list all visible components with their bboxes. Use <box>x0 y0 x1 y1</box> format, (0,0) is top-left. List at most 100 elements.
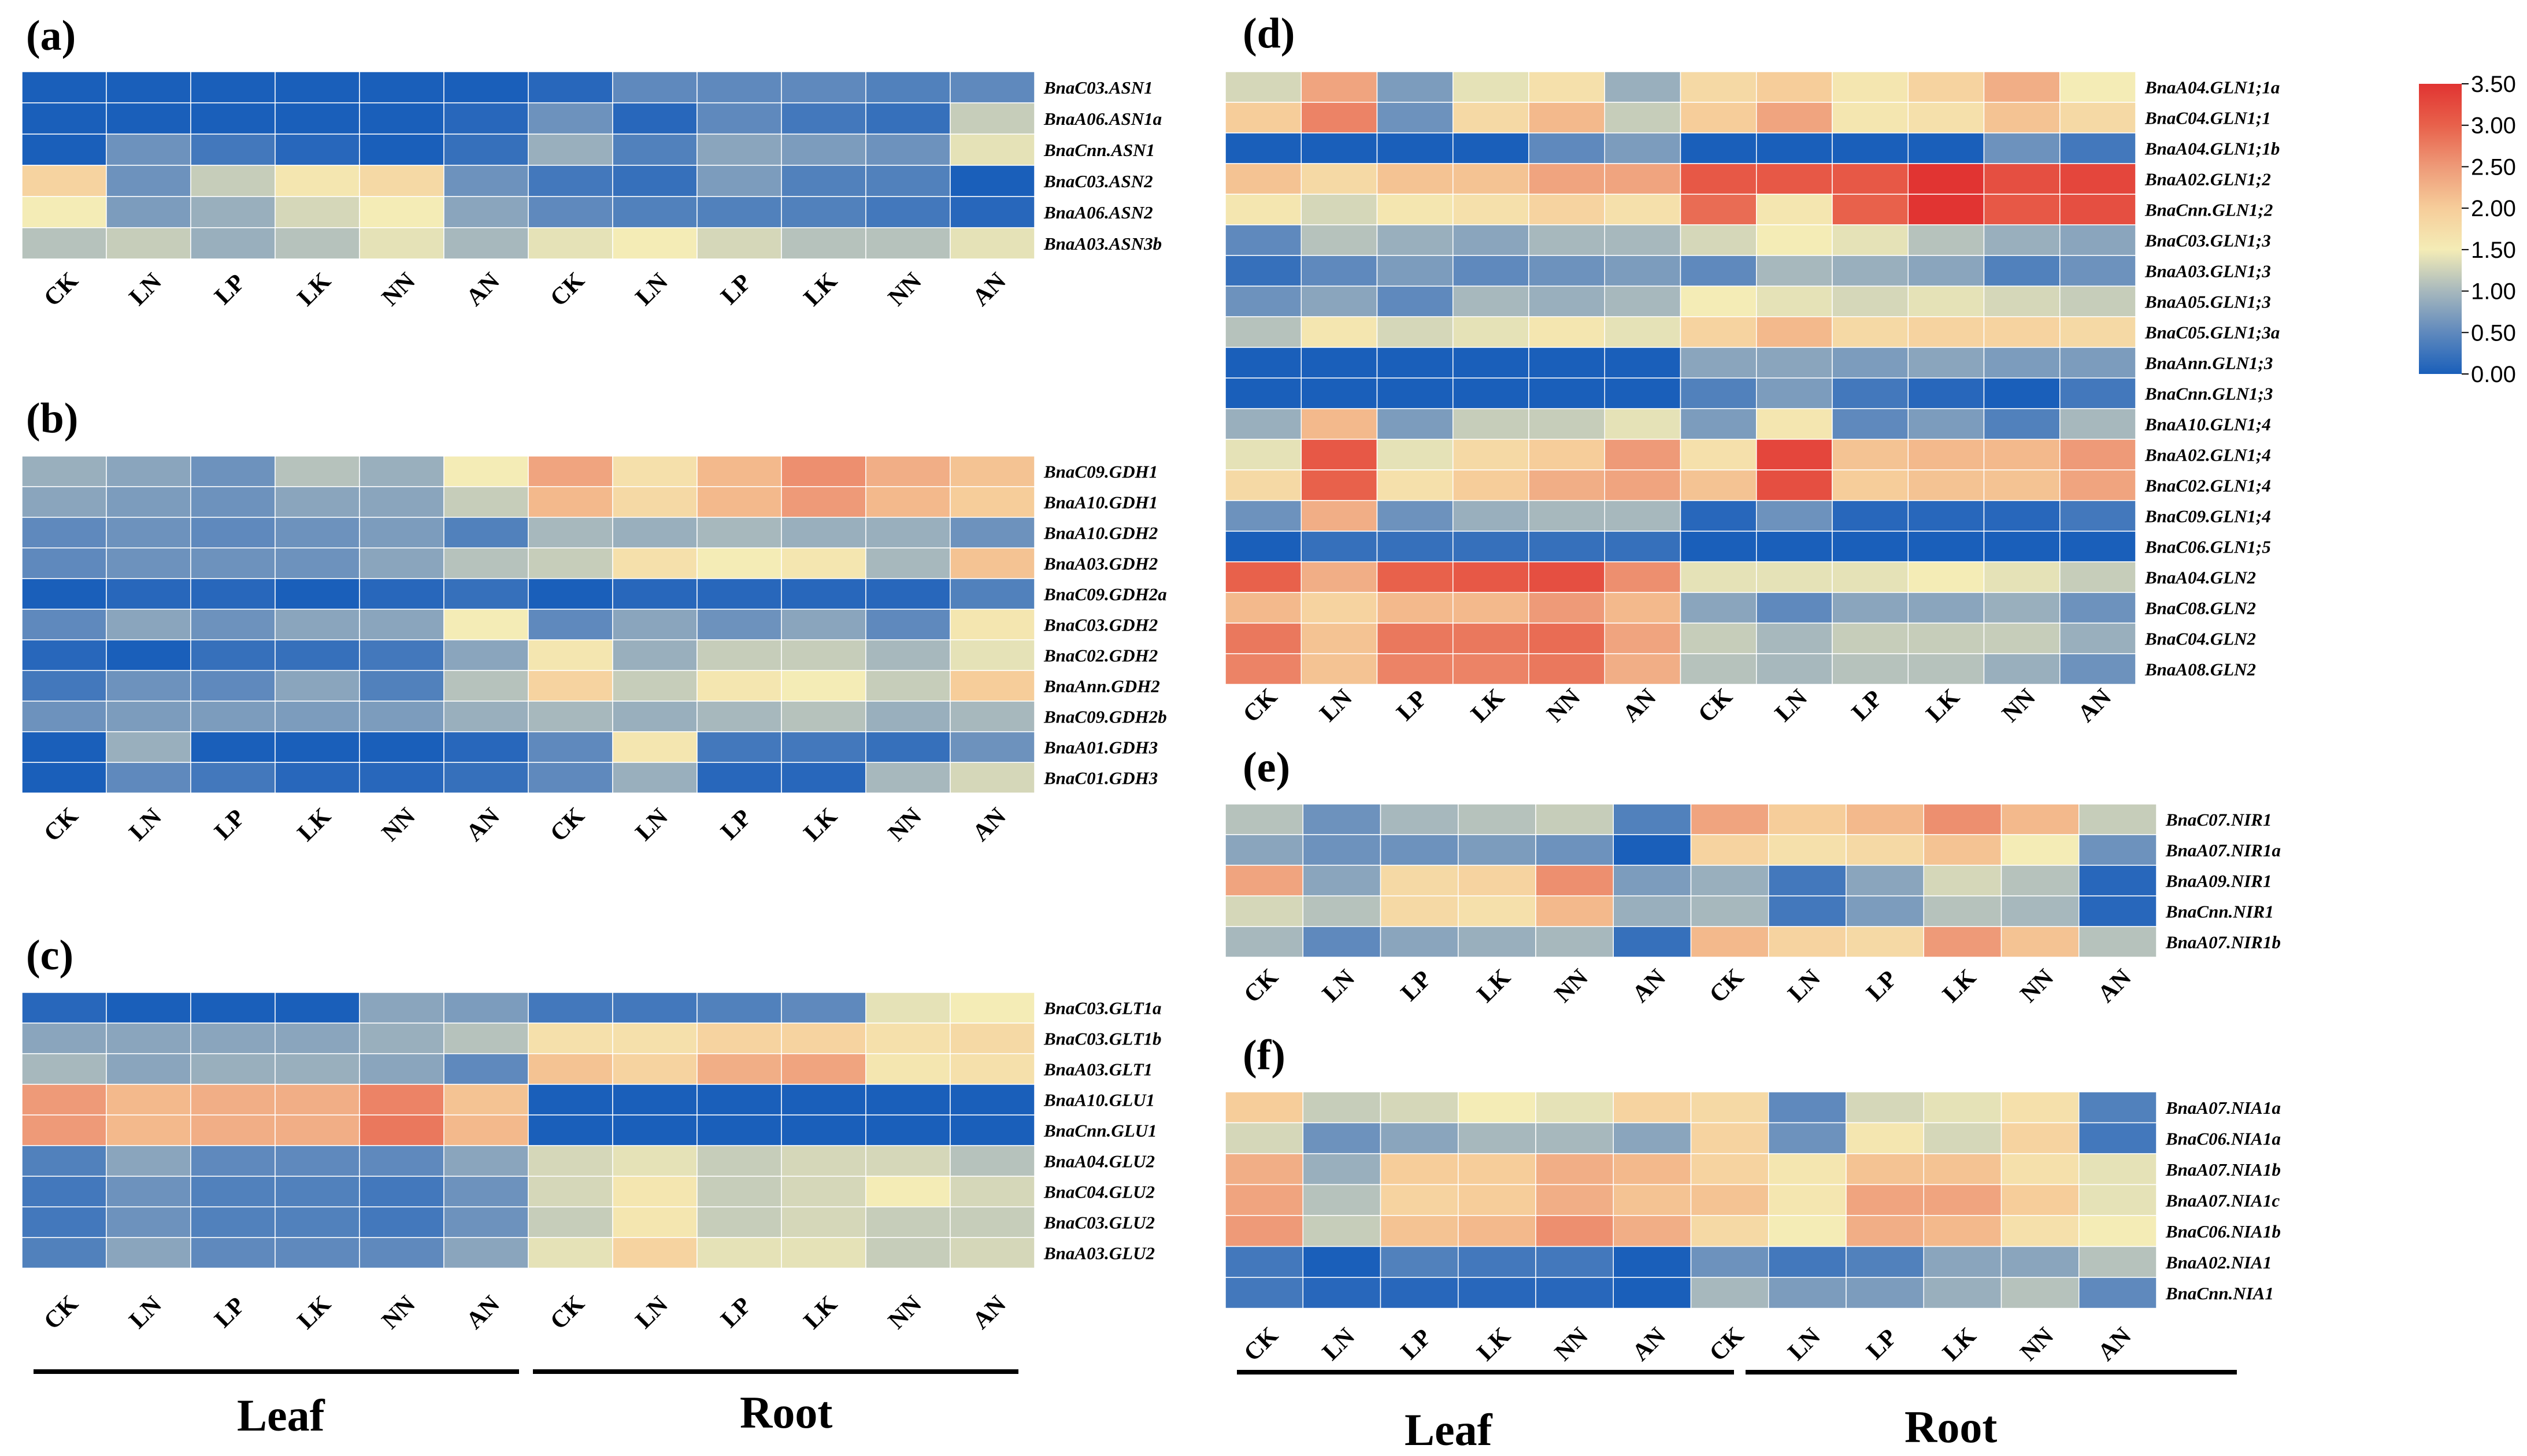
heatmap-cell <box>275 609 360 640</box>
heatmap-cell <box>2078 1246 2157 1278</box>
heatmap-cell <box>950 134 1035 166</box>
heatmap-cell <box>21 227 107 260</box>
heatmap-cell <box>1604 592 1681 624</box>
heatmap-cell <box>106 227 191 260</box>
heatmap-cell <box>1528 71 1605 103</box>
treatment-label: AN <box>2073 684 2116 727</box>
heatmap-cell <box>865 1114 951 1146</box>
heatmap-cell <box>1376 469 1454 501</box>
treatment-label: AN <box>461 803 505 846</box>
gene-label: BnaCnn.GLU1 <box>1043 1121 1157 1141</box>
heatmap-cell <box>1923 1091 2002 1124</box>
panel-e: (e) BnaC07.NIR1 BnaA07.NIR1a BnaA09.NIR1 Bna… <box>1225 744 2281 1008</box>
heatmap-cell <box>1756 531 1833 562</box>
heatmap-cell <box>1604 163 1681 195</box>
heatmap-cell <box>2078 1184 2157 1216</box>
heatmap-cell <box>359 196 444 228</box>
heatmap-cell <box>1613 1246 1692 1278</box>
treatment-label: LP <box>1862 966 1902 1006</box>
heatmap-cell <box>1300 500 1378 532</box>
treatment-label: CK <box>1705 1322 1749 1366</box>
heatmap-cell <box>190 486 276 518</box>
heatmap-cell <box>865 517 951 549</box>
heatmap-cell <box>443 165 529 197</box>
treatment-label: LK <box>1937 964 1981 1008</box>
colorbar-tick-label: 1.00 <box>2471 279 2516 305</box>
heatmap-cell <box>1376 653 1454 685</box>
heatmap-cell <box>21 992 107 1024</box>
tissue-label-leaf: Leaf <box>237 1390 325 1440</box>
heatmap-cell <box>865 547 951 579</box>
heatmap-cell <box>106 731 191 763</box>
heatmap-cell <box>1690 1153 1769 1185</box>
heatmap-cell <box>1528 377 1605 409</box>
heatmap-cell <box>359 165 444 197</box>
heatmap-cell <box>443 1145 529 1177</box>
heatmap-cell <box>1225 1246 1303 1278</box>
gene-label: BnaC03.GLT1b <box>1043 1029 1162 1049</box>
heatmap-cell <box>1907 255 1985 287</box>
heatmap-cell <box>781 1145 866 1177</box>
colorbar-tick-label: 3.50 <box>2471 72 2516 97</box>
heatmap-cell <box>2000 1277 2080 1309</box>
heatmap-cell <box>443 701 529 732</box>
heatmap-cell <box>1756 194 1833 225</box>
heatmap-cell <box>1376 255 1454 287</box>
heatmap-cell <box>696 1114 782 1146</box>
heatmap-cell <box>1604 347 1681 379</box>
heatmap-cell <box>865 1176 951 1207</box>
heatmap-cell <box>1376 500 1454 532</box>
heatmap-cell <box>1768 1277 1847 1309</box>
heatmap-cell <box>1907 224 1985 256</box>
gene-label: BnaCnn.GLN1;2 <box>2144 200 2273 220</box>
gene-label: BnaC09.GDH2a <box>1043 584 1167 605</box>
heatmap-cell <box>1832 255 1909 287</box>
heatmap-cell <box>21 762 107 794</box>
heatmap-cell <box>2059 255 2136 287</box>
gene-label: BnaC03.GLT1a <box>1043 998 1162 1018</box>
heatmap-cell <box>21 517 107 549</box>
heatmap-cell <box>1680 408 1757 440</box>
heatmap-cell <box>1528 469 1605 501</box>
heatmap-cell <box>1302 1091 1381 1124</box>
heatmap-cell <box>275 547 360 579</box>
heatmap-cell <box>21 71 107 103</box>
heatmap-cell <box>1983 653 2061 685</box>
heatmap-cell <box>1907 592 1985 624</box>
heatmap-cell <box>865 71 951 103</box>
heatmap-cell <box>1756 102 1833 134</box>
heatmap-cell <box>1225 163 1302 195</box>
heatmap-cell <box>1680 194 1757 225</box>
heatmap-cell <box>1680 255 1757 287</box>
heatmap-cell <box>359 731 444 763</box>
heatmap-cell <box>950 670 1035 702</box>
heatmap-cell <box>528 992 613 1024</box>
heatmap-cell <box>1225 255 1302 287</box>
heatmap-cell <box>1225 803 1303 835</box>
heatmap-cell <box>443 762 529 794</box>
heatmap-cell <box>1832 132 1909 164</box>
heatmap-cell <box>443 1114 529 1146</box>
gene-label: BnaA05.GLN1;3 <box>2144 292 2271 312</box>
heatmap-cell <box>1528 224 1605 256</box>
heatmap-cell <box>1756 592 1833 624</box>
heatmap-cell <box>190 165 276 197</box>
heatmap-cell <box>1458 1246 1536 1278</box>
heatmap-cell <box>2000 926 2080 958</box>
heatmap-cell <box>359 762 444 794</box>
heatmap-cell <box>1907 439 1985 470</box>
gene-label: BnaA07.NIA1b <box>2165 1159 2281 1180</box>
heatmap-cell <box>612 1022 698 1054</box>
heatmap-cell <box>443 609 529 640</box>
heatmap-cell <box>1680 163 1757 195</box>
treatment-label: AN <box>461 268 505 311</box>
heatmap-cell <box>1225 71 1302 103</box>
treatment-label: CK <box>1239 964 1283 1008</box>
heatmap-cell <box>1535 834 1614 866</box>
treatment-label: CK <box>545 267 590 312</box>
heatmap-cell <box>1225 469 1302 501</box>
heatmap-cell <box>1535 1215 1614 1247</box>
gene-label: BnaC03.ASN2 <box>1043 171 1153 191</box>
heatmap-cell <box>1225 1153 1303 1185</box>
